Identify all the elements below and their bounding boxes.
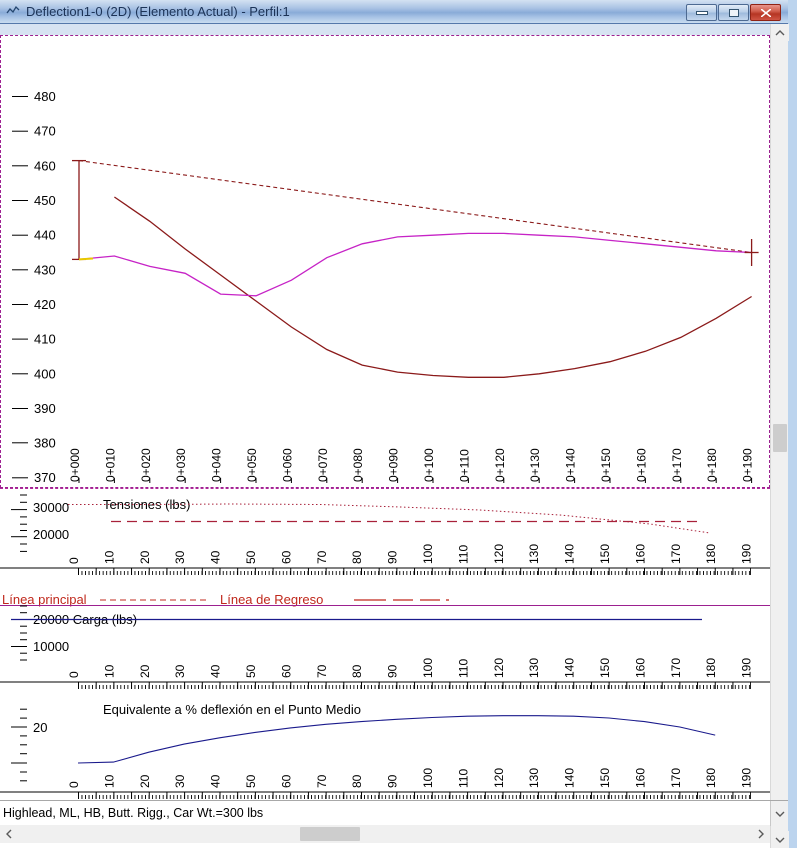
- svg-text:420: 420: [34, 297, 56, 312]
- svg-text:440: 440: [34, 228, 56, 243]
- svg-text:0: 0: [67, 557, 81, 564]
- svg-text:70: 70: [315, 774, 329, 788]
- svg-text:0+040: 0+040: [210, 448, 224, 482]
- svg-text:480: 480: [34, 89, 56, 104]
- svg-text:0: 0: [67, 671, 81, 678]
- svg-text:90: 90: [386, 774, 400, 788]
- svg-text:0+110: 0+110: [457, 449, 471, 482]
- svg-text:90: 90: [386, 550, 400, 564]
- svg-text:0+070: 0+070: [316, 448, 330, 482]
- svg-text:0+020: 0+020: [139, 448, 153, 482]
- svg-text:0+120: 0+120: [493, 448, 507, 482]
- svg-text:380: 380: [34, 436, 56, 451]
- svg-text:170: 170: [669, 658, 683, 678]
- svg-text:0+080: 0+080: [351, 448, 365, 482]
- svg-text:10: 10: [102, 550, 116, 564]
- svg-text:110: 110: [456, 769, 470, 788]
- svg-text:60: 60: [279, 774, 293, 788]
- svg-text:390: 390: [34, 401, 56, 416]
- svg-text:0+130: 0+130: [528, 448, 542, 482]
- svg-text:160: 160: [633, 768, 647, 788]
- svg-text:410: 410: [34, 332, 56, 347]
- svg-text:0+180: 0+180: [705, 448, 719, 482]
- svg-text:0+160: 0+160: [634, 448, 648, 482]
- svg-text:450: 450: [34, 193, 56, 208]
- svg-text:370: 370: [34, 470, 56, 485]
- svg-text:20: 20: [33, 720, 47, 735]
- svg-text:60: 60: [279, 664, 293, 678]
- svg-text:0+050: 0+050: [245, 448, 259, 482]
- svg-text:190: 190: [740, 768, 754, 788]
- svg-text:130: 130: [527, 544, 541, 564]
- svg-text:120: 120: [492, 768, 506, 788]
- svg-text:110: 110: [456, 545, 470, 564]
- svg-text:160: 160: [633, 544, 647, 564]
- svg-text:20: 20: [138, 774, 152, 788]
- svg-text:130: 130: [527, 768, 541, 788]
- svg-text:0+000: 0+000: [68, 448, 82, 482]
- svg-text:30: 30: [173, 550, 187, 564]
- svg-text:40: 40: [209, 664, 223, 678]
- svg-text:140: 140: [563, 544, 577, 564]
- svg-text:10: 10: [102, 664, 116, 678]
- svg-text:160: 160: [633, 658, 647, 678]
- svg-text:0+190: 0+190: [741, 448, 755, 482]
- svg-text:50: 50: [244, 550, 258, 564]
- svg-text:170: 170: [669, 544, 683, 564]
- svg-text:180: 180: [704, 768, 718, 788]
- svg-text:150: 150: [598, 544, 612, 564]
- svg-text:100: 100: [421, 658, 435, 678]
- svg-text:430: 430: [34, 263, 56, 278]
- svg-text:180: 180: [704, 544, 718, 564]
- svg-text:10000: 10000: [33, 639, 69, 654]
- svg-text:170: 170: [669, 768, 683, 788]
- svg-text:0+060: 0+060: [280, 448, 294, 482]
- svg-text:80: 80: [350, 664, 364, 678]
- svg-text:70: 70: [315, 550, 329, 564]
- svg-text:20: 20: [138, 550, 152, 564]
- svg-text:460: 460: [34, 159, 56, 174]
- svg-text:90: 90: [386, 664, 400, 678]
- svg-text:Equivalente a % deflexión en: Equivalente a % deflexión en el Punto Me…: [103, 702, 361, 717]
- svg-text:30: 30: [173, 774, 187, 788]
- svg-text:0+010: 0+010: [103, 448, 117, 482]
- svg-text:30: 30: [173, 664, 187, 678]
- svg-text:40: 40: [209, 774, 223, 788]
- svg-text:190: 190: [740, 544, 754, 564]
- svg-text:80: 80: [350, 550, 364, 564]
- svg-text:30000: 30000: [33, 500, 69, 515]
- svg-text:10: 10: [102, 774, 116, 788]
- svg-text:190: 190: [740, 658, 754, 678]
- svg-text:20: 20: [138, 664, 152, 678]
- svg-text:470: 470: [34, 124, 56, 139]
- svg-text:0: 0: [67, 781, 81, 788]
- svg-text:100: 100: [421, 768, 435, 788]
- svg-text:100: 100: [421, 544, 435, 564]
- svg-text:180: 180: [704, 658, 718, 678]
- svg-text:400: 400: [34, 367, 56, 382]
- svg-text:120: 120: [492, 544, 506, 564]
- svg-text:150: 150: [598, 768, 612, 788]
- svg-text:50: 50: [244, 664, 258, 678]
- svg-text:50: 50: [244, 774, 258, 788]
- svg-text:40: 40: [209, 550, 223, 564]
- svg-text:0+150: 0+150: [599, 448, 613, 482]
- svg-text:110: 110: [456, 659, 470, 678]
- svg-text:20000: 20000: [33, 527, 69, 542]
- svg-text:140: 140: [563, 658, 577, 678]
- svg-text:0+030: 0+030: [174, 448, 188, 482]
- svg-text:70: 70: [315, 664, 329, 678]
- svg-text:0+090: 0+090: [387, 448, 401, 482]
- svg-text:130: 130: [527, 658, 541, 678]
- svg-text:0+100: 0+100: [422, 448, 436, 482]
- svg-text:120: 120: [492, 658, 506, 678]
- svg-text:80: 80: [350, 774, 364, 788]
- svg-text:0+170: 0+170: [670, 448, 684, 482]
- svg-text:150: 150: [598, 658, 612, 678]
- svg-text:60: 60: [279, 550, 293, 564]
- svg-text:140: 140: [563, 768, 577, 788]
- svg-text:0+140: 0+140: [564, 448, 578, 482]
